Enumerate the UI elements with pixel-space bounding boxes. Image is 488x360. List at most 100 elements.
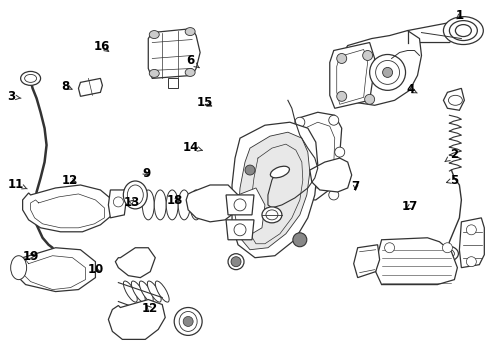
Polygon shape	[443, 88, 464, 110]
Polygon shape	[15, 248, 95, 292]
Ellipse shape	[442, 243, 451, 253]
Polygon shape	[309, 158, 351, 192]
Ellipse shape	[46, 254, 59, 262]
Polygon shape	[375, 238, 456, 285]
Ellipse shape	[369, 54, 405, 90]
Ellipse shape	[454, 24, 470, 37]
Ellipse shape	[20, 71, 41, 85]
Ellipse shape	[178, 190, 190, 220]
Ellipse shape	[336, 91, 346, 101]
Ellipse shape	[230, 257, 241, 267]
Text: 12: 12	[61, 174, 78, 186]
Ellipse shape	[466, 225, 475, 235]
Polygon shape	[337, 31, 421, 105]
Text: 3: 3	[7, 90, 21, 103]
Text: 4: 4	[406, 83, 416, 96]
Ellipse shape	[364, 94, 374, 104]
Ellipse shape	[334, 147, 344, 157]
Text: 10: 10	[87, 263, 103, 276]
Text: 13: 13	[123, 196, 139, 209]
Text: 12: 12	[141, 302, 157, 315]
Ellipse shape	[438, 249, 453, 259]
Ellipse shape	[234, 199, 245, 211]
Polygon shape	[235, 188, 264, 238]
Ellipse shape	[244, 165, 254, 175]
Ellipse shape	[113, 197, 123, 207]
Ellipse shape	[190, 190, 202, 220]
Text: 6: 6	[185, 54, 199, 68]
Polygon shape	[108, 190, 126, 218]
Ellipse shape	[139, 281, 153, 302]
Ellipse shape	[384, 243, 394, 253]
Ellipse shape	[166, 190, 178, 220]
Text: 17: 17	[400, 201, 417, 213]
Ellipse shape	[155, 281, 169, 302]
Text: 1: 1	[455, 9, 463, 22]
Ellipse shape	[265, 210, 277, 220]
Ellipse shape	[294, 117, 304, 127]
Polygon shape	[225, 195, 253, 215]
Ellipse shape	[149, 69, 159, 77]
Text: 8: 8	[61, 80, 72, 93]
Polygon shape	[291, 112, 341, 200]
Ellipse shape	[234, 224, 245, 236]
Text: 11: 11	[8, 178, 27, 191]
Ellipse shape	[443, 17, 482, 45]
Text: 16: 16	[94, 40, 110, 53]
Polygon shape	[22, 185, 112, 232]
Ellipse shape	[227, 254, 244, 270]
Ellipse shape	[42, 251, 62, 265]
Text: 7: 7	[351, 180, 359, 193]
Ellipse shape	[382, 67, 392, 77]
Text: 5: 5	[446, 174, 457, 186]
Ellipse shape	[294, 193, 304, 203]
Text: 15: 15	[196, 96, 212, 109]
Ellipse shape	[328, 115, 338, 125]
Ellipse shape	[11, 256, 26, 280]
Polygon shape	[225, 220, 253, 240]
Ellipse shape	[262, 207, 281, 223]
Ellipse shape	[336, 54, 346, 63]
Polygon shape	[353, 245, 379, 278]
Text: 9: 9	[142, 167, 150, 180]
Ellipse shape	[375, 60, 399, 84]
Ellipse shape	[149, 31, 159, 39]
Ellipse shape	[328, 190, 338, 200]
Ellipse shape	[174, 307, 202, 336]
Text: 19: 19	[23, 249, 39, 262]
Ellipse shape	[466, 257, 475, 267]
Ellipse shape	[362, 50, 372, 60]
Polygon shape	[148, 28, 200, 78]
Ellipse shape	[270, 166, 289, 178]
Polygon shape	[238, 132, 309, 250]
Ellipse shape	[433, 246, 457, 262]
Ellipse shape	[123, 181, 147, 209]
Text: 2: 2	[444, 148, 457, 162]
Ellipse shape	[185, 68, 195, 76]
Polygon shape	[404, 23, 461, 42]
Ellipse shape	[202, 190, 214, 220]
Ellipse shape	[185, 28, 195, 36]
Ellipse shape	[131, 281, 145, 302]
Ellipse shape	[123, 281, 137, 302]
Ellipse shape	[286, 153, 296, 163]
Ellipse shape	[179, 311, 197, 332]
Ellipse shape	[127, 185, 143, 205]
Polygon shape	[329, 42, 374, 108]
Polygon shape	[168, 78, 178, 88]
Polygon shape	[78, 78, 102, 96]
Polygon shape	[108, 300, 165, 339]
Polygon shape	[232, 122, 317, 258]
Ellipse shape	[292, 233, 306, 247]
Text: 14: 14	[183, 140, 202, 153]
Polygon shape	[115, 248, 155, 278]
Polygon shape	[186, 185, 238, 222]
Text: 18: 18	[167, 194, 183, 207]
Ellipse shape	[448, 21, 476, 41]
Ellipse shape	[183, 316, 193, 327]
Ellipse shape	[447, 95, 462, 105]
Ellipse shape	[154, 190, 166, 220]
Polygon shape	[458, 218, 483, 268]
Ellipse shape	[147, 281, 161, 302]
Ellipse shape	[142, 190, 154, 220]
